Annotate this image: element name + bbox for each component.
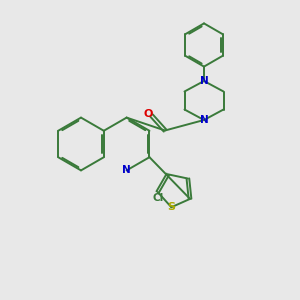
Text: N: N [122, 165, 131, 176]
Text: S: S [167, 202, 175, 212]
Text: Cl: Cl [152, 193, 163, 203]
Text: N: N [200, 115, 208, 125]
Text: O: O [143, 109, 153, 119]
Text: N: N [200, 76, 208, 86]
